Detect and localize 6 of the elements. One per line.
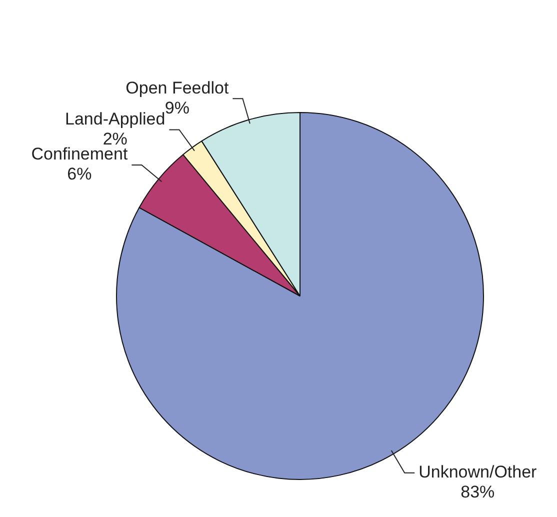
slice-label: Land-Applied xyxy=(65,109,166,128)
data-label: 9% xyxy=(164,98,190,118)
slice-label: Unknown/Other xyxy=(418,462,538,482)
slice-label: Open Feedlot xyxy=(126,78,229,98)
data-label: 6% xyxy=(67,164,92,184)
data-label: 83% xyxy=(460,482,495,502)
